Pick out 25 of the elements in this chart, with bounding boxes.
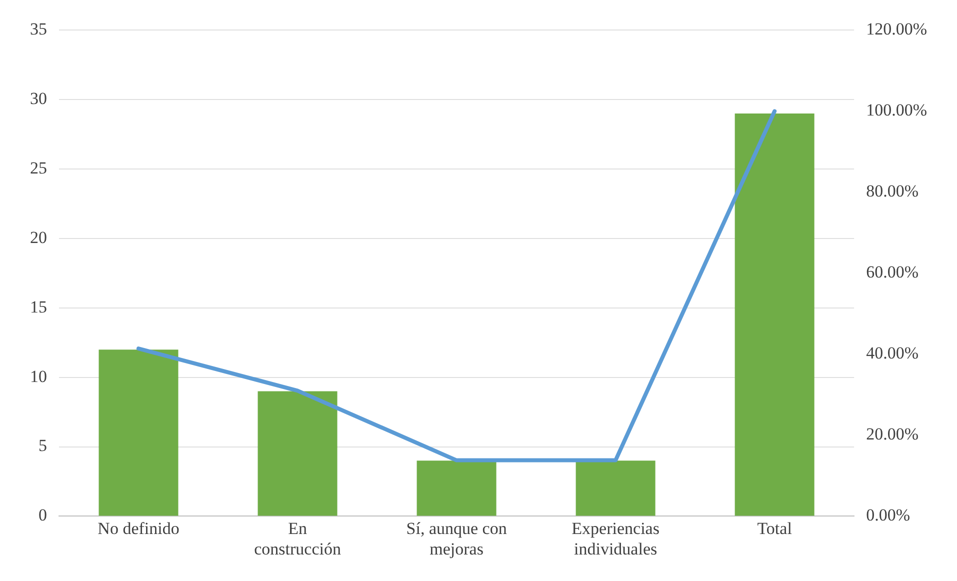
- y2-tick-label: 60.00%: [866, 262, 919, 282]
- bar: [98, 350, 178, 516]
- y-tick-label: 20: [30, 228, 47, 247]
- x-tick-label: Experiencias individuales: [572, 518, 660, 558]
- y2-tick-label: 120.00%: [866, 20, 928, 39]
- x-tick-label: En construcción: [254, 518, 342, 558]
- y2-tick-label: 0.00%: [866, 506, 910, 525]
- y-tick-label: 35: [30, 20, 47, 39]
- bar: [416, 460, 496, 516]
- y2-tick-label: 20.00%: [866, 424, 919, 444]
- y2-tick-label: 40.00%: [866, 344, 919, 363]
- y2-tick-label: 80.00%: [866, 182, 919, 201]
- y2-tick-label: 100.00%: [866, 100, 928, 120]
- bar: [258, 391, 338, 516]
- y-tick-label: 30: [30, 89, 47, 108]
- x-tick-label: No definido: [98, 518, 180, 538]
- x-tick-label: Sí, aunque con mejoras: [406, 518, 508, 558]
- y-tick-label: 5: [38, 436, 47, 456]
- y-tick-label: 25: [30, 158, 47, 178]
- y-tick-label: 0: [38, 506, 47, 525]
- x-tick-label: Total: [757, 518, 792, 538]
- y-tick-label: 10: [30, 366, 47, 386]
- bar: [734, 114, 814, 516]
- bar: [576, 460, 656, 516]
- y-tick-label: 15: [30, 297, 47, 316]
